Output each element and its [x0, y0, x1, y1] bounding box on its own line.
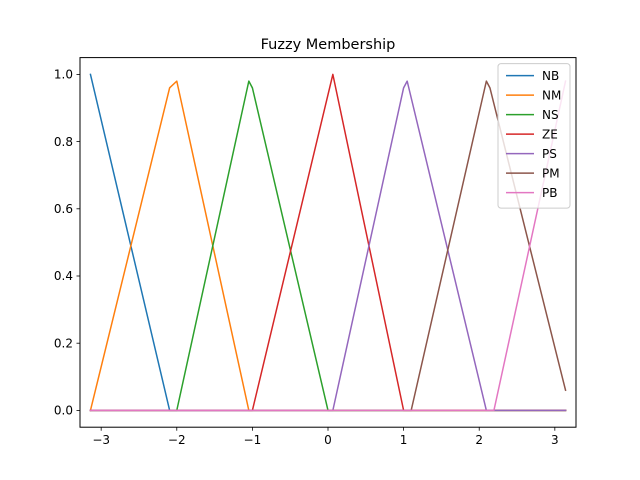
- y-tick-label: 1.0: [54, 68, 73, 82]
- legend-label-ns: NS: [542, 108, 559, 122]
- legend-label-nm: NM: [542, 88, 561, 102]
- x-tick-label: −3: [92, 433, 110, 447]
- legend-label-pb: PB: [542, 186, 557, 200]
- y-tick-label: 0.0: [54, 404, 73, 418]
- legend-label-ze: ZE: [542, 127, 558, 141]
- y-tick-label: 0.8: [54, 135, 73, 149]
- legend-label-ps: PS: [542, 147, 557, 161]
- x-tick-label: −1: [244, 433, 262, 447]
- legend-box: [497, 63, 571, 209]
- y-tick-label: 0.4: [54, 269, 73, 283]
- legend: NB NM NS ZE PS PM PB: [497, 63, 571, 209]
- legend-label-nb: NB: [542, 69, 559, 83]
- x-tick-label: 3: [551, 433, 559, 447]
- chart-title: Fuzzy Membership: [261, 37, 396, 53]
- series-line-pb: [89, 80, 567, 412]
- x-tick-label: −2: [168, 433, 186, 447]
- x-tick-label: 0: [324, 433, 332, 447]
- legend-label-pm: PM: [542, 166, 560, 180]
- x-tick-label: 1: [400, 433, 408, 447]
- y-axis: 0.0 0.2 0.4 0.6 0.8 1.0: [54, 68, 80, 418]
- x-axis: −3 −2 −1 0 1 2 3: [92, 427, 559, 447]
- y-tick-label: 0.6: [54, 202, 73, 216]
- x-tick-label: 2: [475, 433, 483, 447]
- y-tick-label: 0.2: [54, 336, 73, 350]
